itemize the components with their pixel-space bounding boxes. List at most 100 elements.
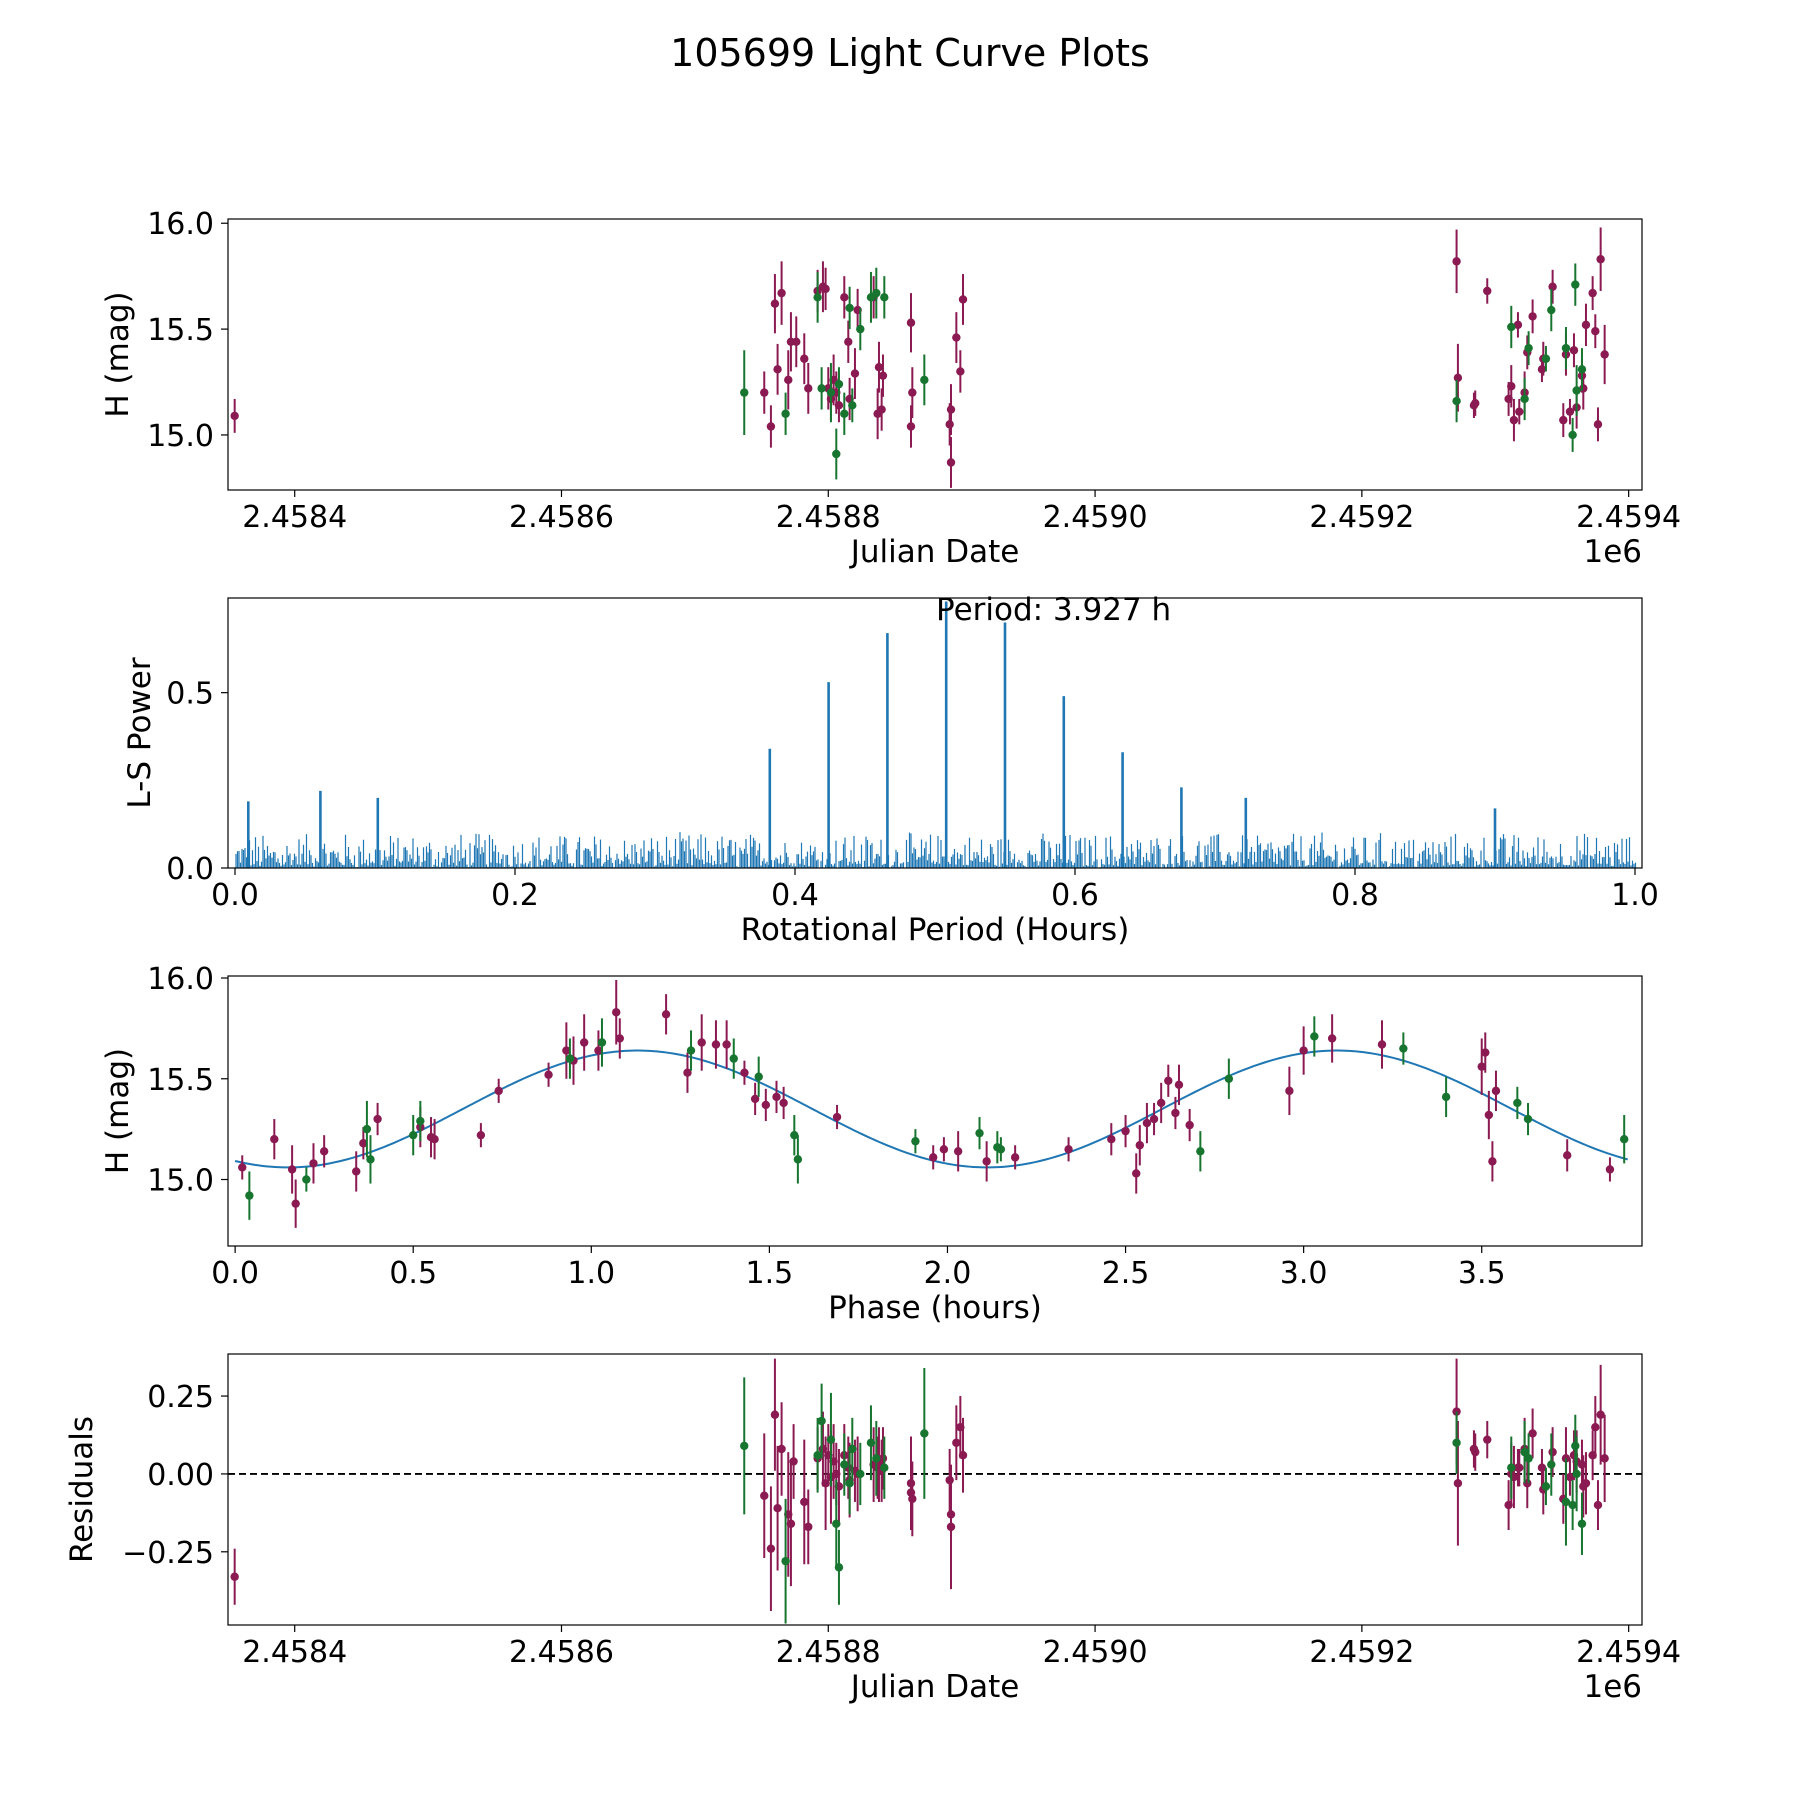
marker bbox=[562, 1046, 571, 1055]
chart-periodogram: Period: 3.927 h0.0 0.2 0.4 0.6 0.8 1.0Rotatio… bbox=[122, 592, 1659, 948]
data-point bbox=[953, 1131, 963, 1172]
marker bbox=[1565, 1472, 1575, 1482]
marker bbox=[1174, 1080, 1184, 1090]
marker bbox=[1541, 1482, 1551, 1491]
marker bbox=[945, 420, 954, 429]
chart-raw-lightcurve: 2.4584 2.4586 2.4588 2.4590 2.4592 2.4594 Juli… bbox=[100, 207, 1681, 570]
marker bbox=[975, 1128, 984, 1138]
y-tick-label: −0.25 bbox=[122, 1536, 214, 1571]
marker bbox=[850, 369, 860, 378]
data-point bbox=[760, 1433, 769, 1559]
marker bbox=[821, 284, 830, 294]
marker bbox=[840, 409, 849, 418]
marker bbox=[1571, 1441, 1580, 1451]
data-point bbox=[416, 1100, 425, 1142]
marker bbox=[352, 1167, 361, 1176]
marker bbox=[1593, 420, 1603, 429]
marker bbox=[245, 1191, 254, 1200]
data-point bbox=[1541, 346, 1551, 372]
marker bbox=[1483, 1435, 1492, 1444]
marker bbox=[911, 1137, 920, 1146]
plot-area bbox=[228, 1358, 1642, 1624]
x-tick-label: 2.0 bbox=[924, 1256, 972, 1291]
marker bbox=[1507, 1463, 1516, 1472]
data-point bbox=[1399, 1032, 1408, 1065]
data-point bbox=[230, 1548, 239, 1605]
marker bbox=[982, 1157, 991, 1166]
y-tick-label: 15.0 bbox=[147, 1164, 214, 1199]
marker bbox=[826, 1435, 836, 1444]
data-point bbox=[817, 367, 826, 410]
y-axis-label: H (mag) bbox=[100, 1048, 136, 1174]
marker bbox=[1596, 255, 1605, 264]
series-band-green bbox=[740, 263, 1587, 480]
data-point bbox=[1481, 1032, 1490, 1073]
data-point bbox=[740, 350, 749, 435]
data-point bbox=[1488, 1141, 1497, 1182]
marker bbox=[416, 1116, 425, 1126]
data-point bbox=[661, 994, 671, 1035]
data-point bbox=[929, 1145, 938, 1170]
marker bbox=[880, 1463, 889, 1472]
data-point bbox=[562, 1022, 571, 1079]
marker bbox=[1171, 1108, 1180, 1118]
marker bbox=[1452, 257, 1461, 266]
data-point bbox=[840, 276, 849, 319]
marker bbox=[287, 1165, 297, 1174]
marker bbox=[1568, 430, 1577, 440]
series-band-green bbox=[740, 1368, 1587, 1624]
data-point bbox=[845, 1452, 854, 1515]
marker bbox=[958, 295, 968, 304]
data-point bbox=[1507, 365, 1516, 408]
marker bbox=[1399, 1044, 1408, 1053]
series-band-purple bbox=[230, 1358, 1609, 1611]
data-point bbox=[1593, 1480, 1603, 1530]
data-point bbox=[612, 980, 621, 1045]
marker bbox=[1520, 394, 1529, 404]
data-point bbox=[813, 1417, 822, 1493]
data-point bbox=[908, 367, 917, 419]
x-axis: 2.4584 2.4586 2.4588 2.4590 2.4592 2.4594 bbox=[242, 490, 1681, 535]
chart-residuals: 2.4584 2.4586 2.4588 2.4590 2.4592 2.4594 Juli… bbox=[64, 1353, 1681, 1705]
x-tick-label: 0.5 bbox=[389, 1256, 437, 1291]
data-point bbox=[832, 1104, 842, 1130]
marker bbox=[1524, 1454, 1533, 1463]
data-point bbox=[711, 1020, 721, 1069]
data-point bbox=[1471, 390, 1480, 416]
data-point bbox=[1377, 1020, 1387, 1069]
marker bbox=[1477, 1062, 1486, 1071]
x-tick-label: 2.4586 bbox=[509, 500, 614, 535]
marker bbox=[878, 371, 888, 380]
x-axis-label: Julian Date bbox=[849, 1669, 1020, 1705]
marker bbox=[773, 1503, 782, 1513]
marker bbox=[740, 388, 749, 397]
data-point bbox=[1507, 1436, 1516, 1499]
data-point bbox=[800, 1439, 809, 1565]
series-band-green bbox=[245, 1016, 1629, 1220]
marker bbox=[761, 1100, 771, 1110]
data-point bbox=[908, 1461, 917, 1537]
marker bbox=[1596, 1410, 1605, 1419]
marker bbox=[848, 1444, 857, 1454]
marker bbox=[874, 363, 884, 372]
y-tick-label: 15.5 bbox=[147, 313, 214, 348]
data-point bbox=[352, 1151, 361, 1192]
x-tick-label: 1.0 bbox=[567, 1256, 615, 1291]
marker bbox=[1507, 322, 1516, 332]
marker bbox=[1547, 305, 1556, 315]
marker bbox=[1484, 1110, 1494, 1120]
data-point bbox=[792, 316, 801, 368]
marker bbox=[230, 411, 239, 421]
marker bbox=[872, 288, 881, 298]
marker bbox=[813, 293, 822, 302]
data-point bbox=[1596, 1364, 1605, 1465]
data-point bbox=[777, 261, 786, 325]
marker bbox=[740, 1068, 749, 1077]
data-point bbox=[1571, 263, 1580, 306]
data-point bbox=[1515, 1449, 1524, 1487]
marker bbox=[908, 1494, 917, 1504]
axes-frame bbox=[227, 975, 1643, 1247]
data-point bbox=[740, 1377, 749, 1515]
marker bbox=[793, 1155, 803, 1164]
data-point bbox=[1471, 1433, 1480, 1471]
